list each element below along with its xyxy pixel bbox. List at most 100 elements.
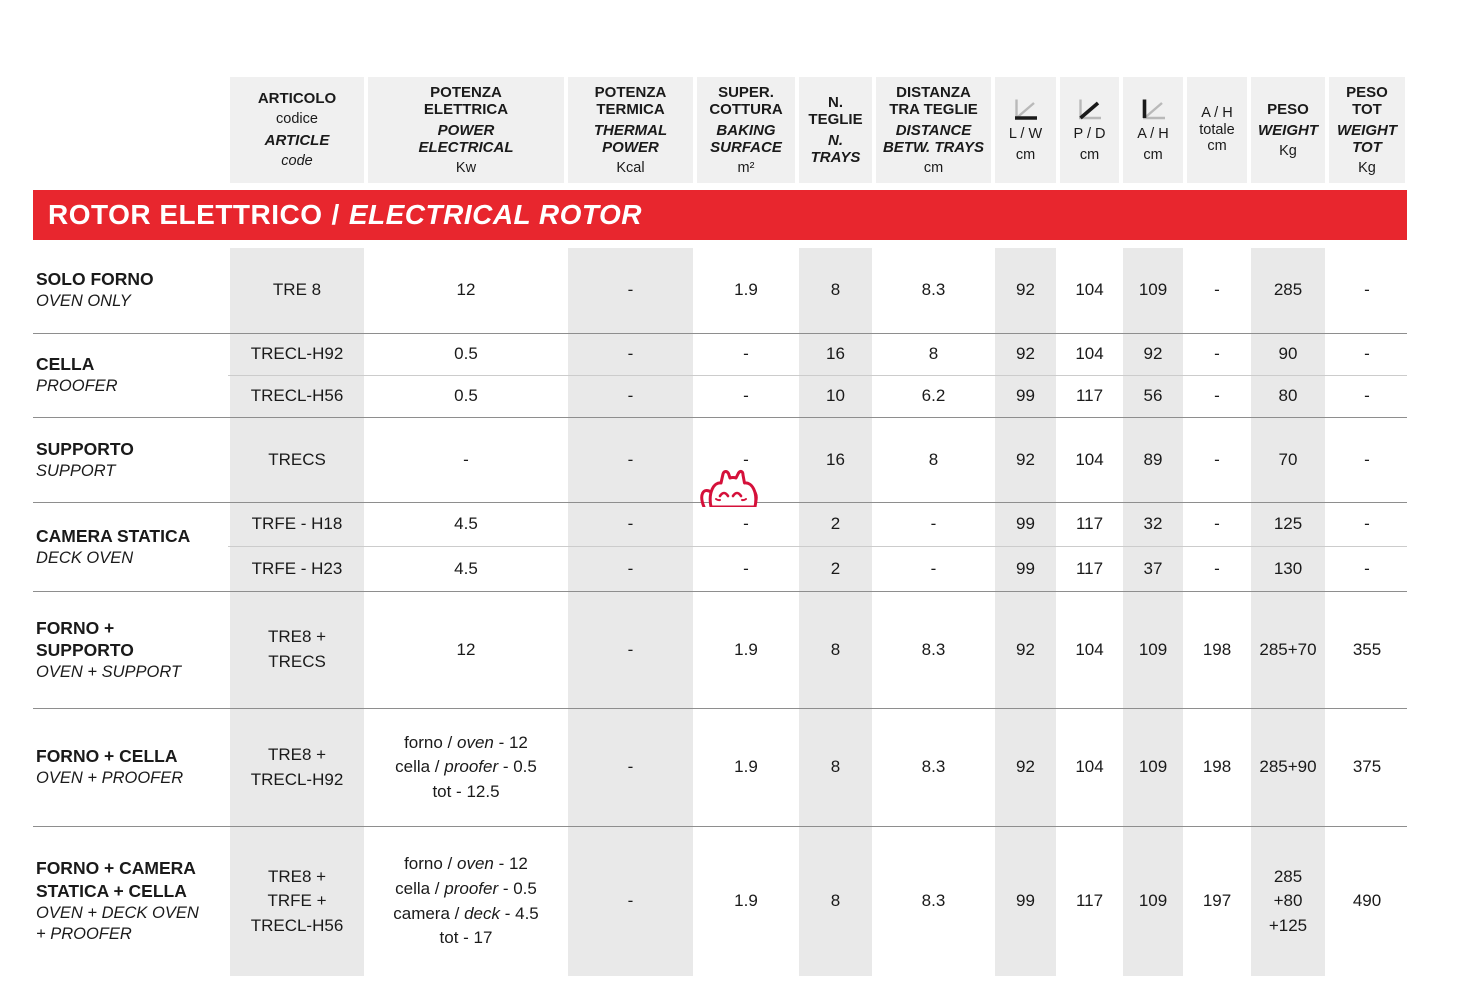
cell-n-teglie: 16 [797, 417, 874, 502]
row-label-italian: CAMERA STATICA [36, 525, 191, 546]
cell-potenza-elettrica: 12 [366, 248, 566, 333]
cell-profondita-pd: 104 [1058, 591, 1121, 708]
cell-larghezza-lw: 99 [993, 375, 1058, 417]
cell-peso-tot: 375 [1327, 708, 1407, 826]
width-dimension-icon [1015, 99, 1037, 120]
depth-dimension-icon [1079, 99, 1101, 120]
table-row: FORNO + CELLA OVEN + PROOFER TRE8 + TRECL-… [33, 708, 1407, 826]
cell-peso-tot: 355 [1327, 591, 1407, 708]
cell-profondita-pd: 117 [1058, 826, 1121, 976]
header-text-peso-tot: WEIGHT TOT [1337, 121, 1397, 156]
header-text-peso: WEIGHT [1258, 121, 1318, 139]
header-text-superficie-cottura: SUPER. COTTURA [709, 83, 783, 118]
header-text-profondita-pd: P / D [1073, 125, 1106, 142]
cell-superficie-cottura: 1.9 [695, 826, 797, 976]
table-row: FORNO + CAMERA STATICA + CELLA OVEN + DEC… [33, 826, 1407, 976]
section-banner: ROTOR ELETTRICO / ELECTRICAL ROTOR [33, 190, 1407, 240]
table-row: FORNO + SUPPORTO OVEN + SUPPORT TRE8 + TRE… [33, 591, 1407, 708]
header-text-distanza-tra-teglie: DISTANZA TRA TEGLIE [889, 83, 978, 118]
row-group-label: CAMERA STATICA DECK OVEN [33, 502, 228, 591]
row-label-english: DECK OVEN [36, 548, 134, 567]
spec-table-body-wrap: SOLO FORNO OVEN ONLY TRE 8 12-1.9 8 8.3 92 104 1… [33, 248, 1407, 976]
column-header-superficie-cottura: SUPER. COTTURA BAKING SURFACE m² [695, 77, 797, 183]
cell-larghezza-lw: 92 [993, 417, 1058, 502]
cell-superficie-cottura: 1.9 [695, 708, 797, 826]
table-row: SUPPORTO SUPPORT TRECS - - -16 8 92 104 89-70- [33, 417, 1407, 502]
spec-sheet: ARTICOLO codice ARTICLE code POTENZA ELETTRI… [33, 77, 1407, 976]
cell-n-teglie: 8 [797, 826, 874, 976]
cell-potenza-termica: - [566, 546, 695, 591]
cell-distanza-tra-teglie: 8.3 [874, 708, 993, 826]
cell-articolo: TRECS [228, 417, 366, 502]
cell-potenza-elettrica: 4.5 [366, 546, 566, 591]
header-text-peso: PESO [1267, 100, 1309, 118]
cell-peso: 285+90 [1249, 708, 1327, 826]
header-text-articolo: codice [276, 111, 318, 128]
section-title-separator: / [331, 199, 340, 230]
cell-superficie-cottura: 1.9 [695, 248, 797, 333]
column-header-distanza-tra-teglie: DISTANZA TRA TEGLIE DISTANCE BETW. TRAYS c… [874, 77, 993, 183]
cell-potenza-elettrica: forno / oven - 12 cella / proofer - 0.5 … [366, 708, 566, 826]
spec-table-header: ARTICOLO codice ARTICLE code POTENZA ELETTRI… [33, 77, 1407, 183]
cell-potenza-elettrica: - [366, 417, 566, 502]
cell-potenza-elettrica: forno / oven - 12 cella / proofer - 0.5 … [366, 826, 566, 976]
row-group-label: FORNO + SUPPORTO OVEN + SUPPORT [33, 591, 228, 708]
cell-peso: 90 [1249, 333, 1327, 375]
cell-peso: 285 [1249, 248, 1327, 333]
column-header-potenza-elettrica: POTENZA ELETTRICA POWER ELECTRICAL Kw [366, 77, 566, 183]
header-text-peso: Kg [1279, 142, 1297, 159]
cell-distanza-tra-teglie: 8 [874, 417, 993, 502]
cell-profondita-pd: 117 [1058, 546, 1121, 591]
cell-potenza-termica: - [566, 333, 695, 375]
cell-articolo: TRFE - H23 [228, 546, 366, 591]
cell-larghezza-lw: 92 [993, 708, 1058, 826]
cell-n-teglie: 2 [797, 502, 874, 546]
row-label-italian: SUPPORTO [36, 438, 134, 459]
cell-altezza-totale: - [1185, 502, 1249, 546]
header-text-potenza-termica: THERMAL POWER [593, 121, 668, 156]
cell-altezza-totale: - [1185, 248, 1249, 333]
cell-distanza-tra-teglie: 6.2 [874, 375, 993, 417]
smiling-cat-sticker-icon [700, 470, 758, 507]
column-header-articolo: ARTICOLO codice ARTICLE code [228, 77, 366, 183]
cell-altezza-ah: 109 [1121, 826, 1185, 976]
table-row: TRECL-H56 0.5- -10 6.2 99 117 56-80- [33, 375, 1407, 417]
header-text-potenza-termica: Kcal [616, 159, 645, 176]
cell-profondita-pd: 104 [1058, 248, 1121, 333]
table-row: CAMERA STATICA DECK OVEN TRFE - H18 4.5- -2-… [33, 502, 1407, 591]
cell-peso-tot: - [1327, 333, 1407, 375]
header-text-peso-tot: Kg [1358, 159, 1376, 176]
cell-larghezza-lw: 99 [993, 826, 1058, 976]
cell-altezza-totale: 197 [1185, 826, 1249, 976]
header-text-larghezza-lw: L / W [1008, 125, 1043, 142]
height-dimension-icon [1142, 99, 1165, 120]
cell-profondita-pd: 104 [1058, 333, 1121, 375]
cell-peso: 285+70 [1249, 591, 1327, 708]
cell-potenza-termica: - [566, 417, 695, 502]
row-label-italian: FORNO + CAMERA STATICA + CELLA [36, 858, 196, 902]
header-text-larghezza-lw: cm [1015, 146, 1036, 163]
cell-peso-tot: - [1327, 502, 1407, 546]
cell-altezza-ah: 92 [1121, 333, 1185, 375]
cell-distanza-tra-teglie: 8.3 [874, 826, 993, 976]
cell-potenza-termica: - [566, 248, 695, 333]
cell-larghezza-lw: 92 [993, 333, 1058, 375]
cell-altezza-ah: 56 [1121, 375, 1185, 417]
header-text-articolo: code [281, 153, 313, 170]
cell-altezza-ah: 109 [1121, 708, 1185, 826]
cell-altezza-totale: 198 [1185, 591, 1249, 708]
column-header-profondita-pd: P / D cm [1058, 77, 1121, 183]
row-label-english: PROOFER [36, 377, 118, 396]
header-text-superficie-cottura: BAKING SURFACE [710, 121, 782, 156]
cell-peso-tot: - [1327, 248, 1407, 333]
header-text-distanza-tra-teglie: DISTANCE BETW. TRAYS [882, 121, 985, 156]
cell-larghezza-lw: 92 [993, 248, 1058, 333]
cell-articolo: TRE8 + TRECS [228, 591, 366, 708]
row-group-label: FORNO + CAMERA STATICA + CELLA OVEN + DEC… [33, 826, 228, 976]
cell-altezza-ah: 89 [1121, 417, 1185, 502]
column-header-n-teglie: N. TEGLIE N. TRAYS [797, 77, 874, 183]
header-text-potenza-elettrica: POTENZA ELETTRICA [423, 83, 509, 118]
header-text-potenza-elettrica: POWER ELECTRICAL [418, 121, 514, 156]
cell-potenza-elettrica: 0.5 [366, 375, 566, 417]
